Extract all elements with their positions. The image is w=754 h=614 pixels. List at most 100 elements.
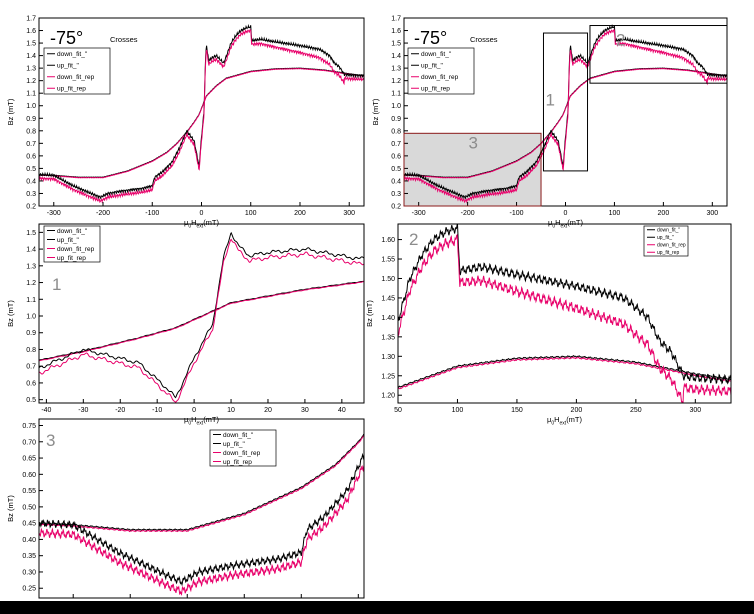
panel-title: Crosses bbox=[110, 35, 138, 44]
x-tick-label: -200 bbox=[96, 210, 110, 217]
y-tick-label: 1.0 bbox=[26, 103, 36, 110]
panel-big-label: -75° bbox=[414, 28, 447, 48]
x-tick-label: -200 bbox=[461, 210, 475, 217]
y-tick-label: 1.1 bbox=[26, 297, 36, 304]
y-tick-label: 1.5 bbox=[26, 230, 36, 237]
chart-panel-zoom-1: -40 -30 -20 -10 0 10 20 30 400.50.60.70.80.91.01… bbox=[6, 223, 365, 427]
series-down-fit-rep bbox=[398, 356, 731, 390]
y-tick-label: 0.7 bbox=[26, 141, 36, 148]
x-axis-label-part: ext bbox=[560, 421, 567, 427]
y-tick-label: 1.7 bbox=[391, 16, 401, 23]
y-tick-label: 0.7 bbox=[26, 364, 36, 371]
y-tick-label: 0.65 bbox=[22, 456, 36, 463]
x-axis-label-part: (mT) bbox=[567, 218, 583, 227]
chart-panel-full-a: -300 -200 -100 0 100 200 300 0.2 0.3 0.4 0.5 0.6 0.7… bbox=[6, 16, 365, 230]
legend-box bbox=[43, 47, 111, 95]
x-tick-label: 0 bbox=[200, 210, 204, 217]
series-up-fit bbox=[39, 452, 364, 587]
y-tick-label: 0.9 bbox=[26, 116, 36, 123]
series-down-fit bbox=[39, 433, 364, 531]
y-tick-label: 0.50 bbox=[22, 504, 36, 511]
x-axis-label-part: 0 bbox=[551, 421, 554, 427]
legend-entry: up_fit_" bbox=[57, 63, 80, 70]
y-tick-label: 0.5 bbox=[26, 166, 36, 173]
y-tick-label: 1.2 bbox=[26, 78, 36, 85]
y-tick-label: 0.75 bbox=[22, 423, 36, 430]
x-tick-label: -30 bbox=[78, 407, 88, 414]
x-tick-label: 0 bbox=[564, 210, 568, 217]
legend-box bbox=[43, 225, 101, 263]
series-up-fit bbox=[398, 224, 731, 385]
x-axis-label: μ0Hext(mT) bbox=[184, 218, 220, 230]
y-tick-label: 0.7 bbox=[391, 141, 401, 148]
x-tick-label: 40 bbox=[338, 407, 346, 414]
series-up-fit-rep bbox=[39, 465, 364, 596]
y-tick-label: 0.40 bbox=[22, 537, 36, 544]
chart-panel-zoom-3: -300-250-200-150-100-500.250.300.350.400… bbox=[6, 418, 365, 609]
series-down-fit bbox=[398, 355, 731, 388]
y-tick-label: 0.45 bbox=[22, 521, 36, 528]
y-tick-label: 1.4 bbox=[26, 53, 36, 60]
x-axis-label-part: 0 bbox=[188, 421, 191, 427]
y-tick-label: 0.6 bbox=[391, 153, 401, 160]
x-tick-label: 200 bbox=[571, 407, 583, 414]
plot-area bbox=[398, 224, 731, 403]
region-box-1 bbox=[542, 32, 589, 172]
y-tick-label: 1.3 bbox=[391, 66, 401, 73]
y-tick-label: 1.7 bbox=[26, 16, 36, 23]
axes-frame bbox=[38, 418, 365, 599]
y-tick-label: 1.1 bbox=[391, 91, 401, 98]
panel-big-label: 2 bbox=[409, 230, 418, 249]
series-up-fit-rep bbox=[398, 233, 731, 403]
legend-entry: up_fit_rep bbox=[57, 86, 86, 93]
x-tick-label: 0 bbox=[192, 407, 196, 414]
x-tick-label: -300 bbox=[412, 210, 426, 217]
legend-entry: up_fit_" bbox=[223, 441, 246, 448]
y-tick-label: 1.5 bbox=[391, 41, 401, 48]
x-axis-label-part: (mT) bbox=[203, 218, 219, 227]
x-axis-label-part: 0 bbox=[188, 224, 191, 230]
legend-entry: up_fit_" bbox=[657, 235, 674, 241]
x-tick-label: 100 bbox=[609, 210, 621, 217]
y-tick-label: 0.5 bbox=[391, 166, 401, 173]
y-tick-label: 0.4 bbox=[26, 178, 36, 185]
legend-box bbox=[643, 225, 689, 257]
y-axis-label: Bz (mT) bbox=[365, 300, 374, 327]
x-tick-label: -300 bbox=[47, 210, 61, 217]
y-tick-label: 0.3 bbox=[26, 191, 36, 198]
legend-entry: down_fit_rep bbox=[223, 450, 261, 457]
series-up-fit bbox=[39, 231, 364, 399]
region-label-1: 1 bbox=[545, 91, 554, 110]
y-tick-label: 1.60 bbox=[381, 237, 395, 244]
y-tick-label: 1.2 bbox=[26, 280, 36, 287]
axes-frame bbox=[38, 223, 365, 404]
x-axis-label: μ0Hext(mT) bbox=[184, 415, 220, 427]
y-tick-label: 1.0 bbox=[26, 314, 36, 321]
plot-area bbox=[404, 23, 727, 204]
y-tick-label: 1.20 bbox=[381, 393, 395, 400]
y-tick-label: 0.8 bbox=[26, 128, 36, 135]
legend-entry: up_fit_" bbox=[57, 237, 80, 244]
series-down-fit-rep bbox=[39, 281, 364, 362]
y-tick-label: 0.2 bbox=[26, 204, 36, 211]
y-tick-label: 0.25 bbox=[22, 586, 36, 593]
y-tick-label: 1.4 bbox=[391, 53, 401, 60]
x-axis-label-part: μ bbox=[184, 218, 188, 227]
y-tick-label: 1.5 bbox=[26, 41, 36, 48]
y-tick-label: 0.70 bbox=[22, 439, 36, 446]
y-tick-label: 1.45 bbox=[381, 295, 395, 302]
x-axis-label: μ0Hext(mT) bbox=[548, 218, 584, 230]
x-tick-label: 20 bbox=[264, 407, 272, 414]
x-axis-label-part: 0 bbox=[552, 224, 555, 230]
legend-entry: down_fit_rep bbox=[57, 74, 95, 81]
y-tick-label: 1.1 bbox=[26, 91, 36, 98]
y-tick-label: 0.5 bbox=[26, 397, 36, 404]
legend-entry: up_fit_rep bbox=[57, 255, 86, 262]
x-axis-label-part: H bbox=[191, 218, 196, 227]
panel-big-label: 3 bbox=[46, 431, 55, 450]
legend-entry: down_fit_rep bbox=[421, 74, 459, 81]
x-tick-label: 10 bbox=[227, 407, 235, 414]
x-tick-label: -100 bbox=[510, 210, 524, 217]
legend-entry: up_fit_" bbox=[421, 63, 444, 70]
x-tick-label: 150 bbox=[511, 407, 523, 414]
